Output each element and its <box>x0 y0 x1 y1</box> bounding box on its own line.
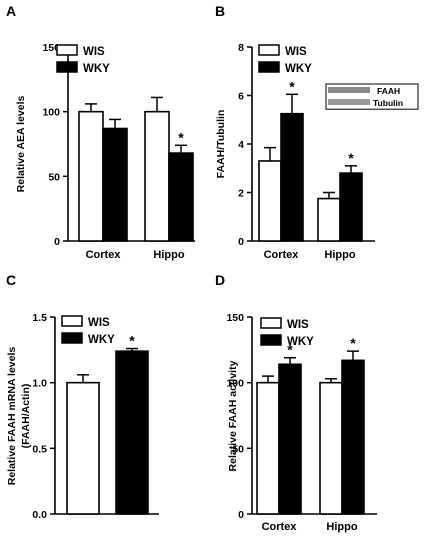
legend-label-wis: WIS <box>285 46 307 58</box>
x-category-label: Cortex <box>262 521 298 533</box>
y-tick-label: 0 <box>238 509 244 521</box>
bar-wis <box>66 381 100 515</box>
y-tick-label: 150 <box>42 42 60 54</box>
y-tick-label: 50 <box>48 171 60 183</box>
bar-wis-hippo <box>144 110 170 242</box>
panel-label: C <box>6 272 16 288</box>
y-axis-label: Relative FAAH activity <box>227 360 239 471</box>
x-category-label: Cortex <box>86 249 122 261</box>
x-category-label: Hippo <box>326 521 357 533</box>
panel-label: D <box>215 272 225 288</box>
legend-label-wky: WKY <box>287 336 314 348</box>
bar-wky-hippo <box>341 359 365 515</box>
legend-swatch-wky <box>56 61 78 73</box>
significance-star: * <box>129 333 135 349</box>
y-tick-label: 2 <box>238 188 244 200</box>
legend-label-wis: WIS <box>287 319 309 331</box>
x-category-label: Hippo <box>153 249 184 261</box>
significance-star: * <box>289 78 295 94</box>
y-tick-label: 1.0 <box>32 378 47 390</box>
y-tick-label: 100 <box>42 107 60 119</box>
legend-label-wis: WIS <box>83 46 105 58</box>
blot-label-tubulin: Tubulin <box>373 98 403 108</box>
legend-label-wky: WKY <box>285 63 312 75</box>
y-axis-label: Relative AEA levels <box>15 96 27 193</box>
bar-wis-cortex <box>258 160 282 242</box>
bar-wky <box>115 350 149 515</box>
bar-wky-cortex <box>102 127 128 242</box>
legend-swatch-wis <box>61 315 83 327</box>
y-tick-label: 6 <box>238 91 244 103</box>
y-axis-label-line2: (FAAH/Actin) <box>20 384 32 449</box>
legend: WIS WKY <box>258 44 312 75</box>
bar-wis-hippo <box>317 197 341 242</box>
legend-swatch-wky <box>258 61 280 73</box>
legend-swatch-wis <box>56 44 78 56</box>
panel-b: B FAAH/Tubulin 0 2 4 6 8 Cortex Hippo * * WIS WKY FAA… <box>215 3 419 261</box>
x-category-label: Hippo <box>324 249 355 261</box>
legend-swatch-wis <box>258 44 280 56</box>
y-tick-label: 0.0 <box>32 509 47 521</box>
legend-label-wis: WIS <box>88 317 110 329</box>
legend: WIS WKY <box>61 315 115 346</box>
legend: WIS WKY <box>260 317 314 348</box>
legend-swatch-wis <box>260 317 282 329</box>
y-axis-label: FAAH/Tubulin <box>215 110 227 179</box>
bar-wis-cortex <box>78 110 104 242</box>
y-tick-label: 8 <box>238 42 244 54</box>
y-tick-label: 50 <box>232 443 244 455</box>
blot-band-tubulin <box>328 99 370 105</box>
bar-wky-cortex <box>280 112 304 242</box>
significance-star: * <box>178 129 184 145</box>
legend-swatch-wky <box>61 332 83 344</box>
x-category-label: Cortex <box>264 249 300 261</box>
bar-wis-cortex <box>256 381 280 515</box>
y-tick-label: 1.5 <box>32 312 47 324</box>
significance-star: * <box>287 342 293 358</box>
y-tick-label: 4 <box>238 139 244 151</box>
bar-wky-hippo <box>168 152 194 242</box>
y-tick-label: 150 <box>226 312 244 324</box>
blot-label-faah: FAAH <box>377 86 400 96</box>
panel-label: A <box>6 3 16 19</box>
y-tick-label: 0.5 <box>32 443 47 455</box>
panel-label: B <box>215 3 225 19</box>
legend-label-wky: WKY <box>88 334 115 346</box>
significance-star: * <box>350 335 356 351</box>
bar-wky-hippo <box>339 172 363 242</box>
y-tick-label: 0 <box>54 236 60 248</box>
blot-band-faah <box>328 87 370 93</box>
y-tick-label: 0 <box>238 236 244 248</box>
legend-swatch-wky <box>260 334 282 346</box>
y-tick-label: 100 <box>226 378 244 390</box>
legend: WIS WKY <box>56 44 110 75</box>
panel-a: A Relative AEA levels 0 50 100 150 Cortex Hippo… <box>6 3 195 261</box>
panel-d: D Relative FAAH activity 0 50 100 150 Cortex Hi… <box>215 272 377 533</box>
blot-inset: FAAH Tubulin <box>325 83 419 110</box>
bar-wis-hippo <box>319 381 343 515</box>
y-axis-label: Relative FAAH mRNA levels <box>6 347 18 486</box>
bar-wky-cortex <box>278 363 302 515</box>
legend-label-wky: WKY <box>83 63 110 75</box>
significance-star: * <box>348 150 354 166</box>
